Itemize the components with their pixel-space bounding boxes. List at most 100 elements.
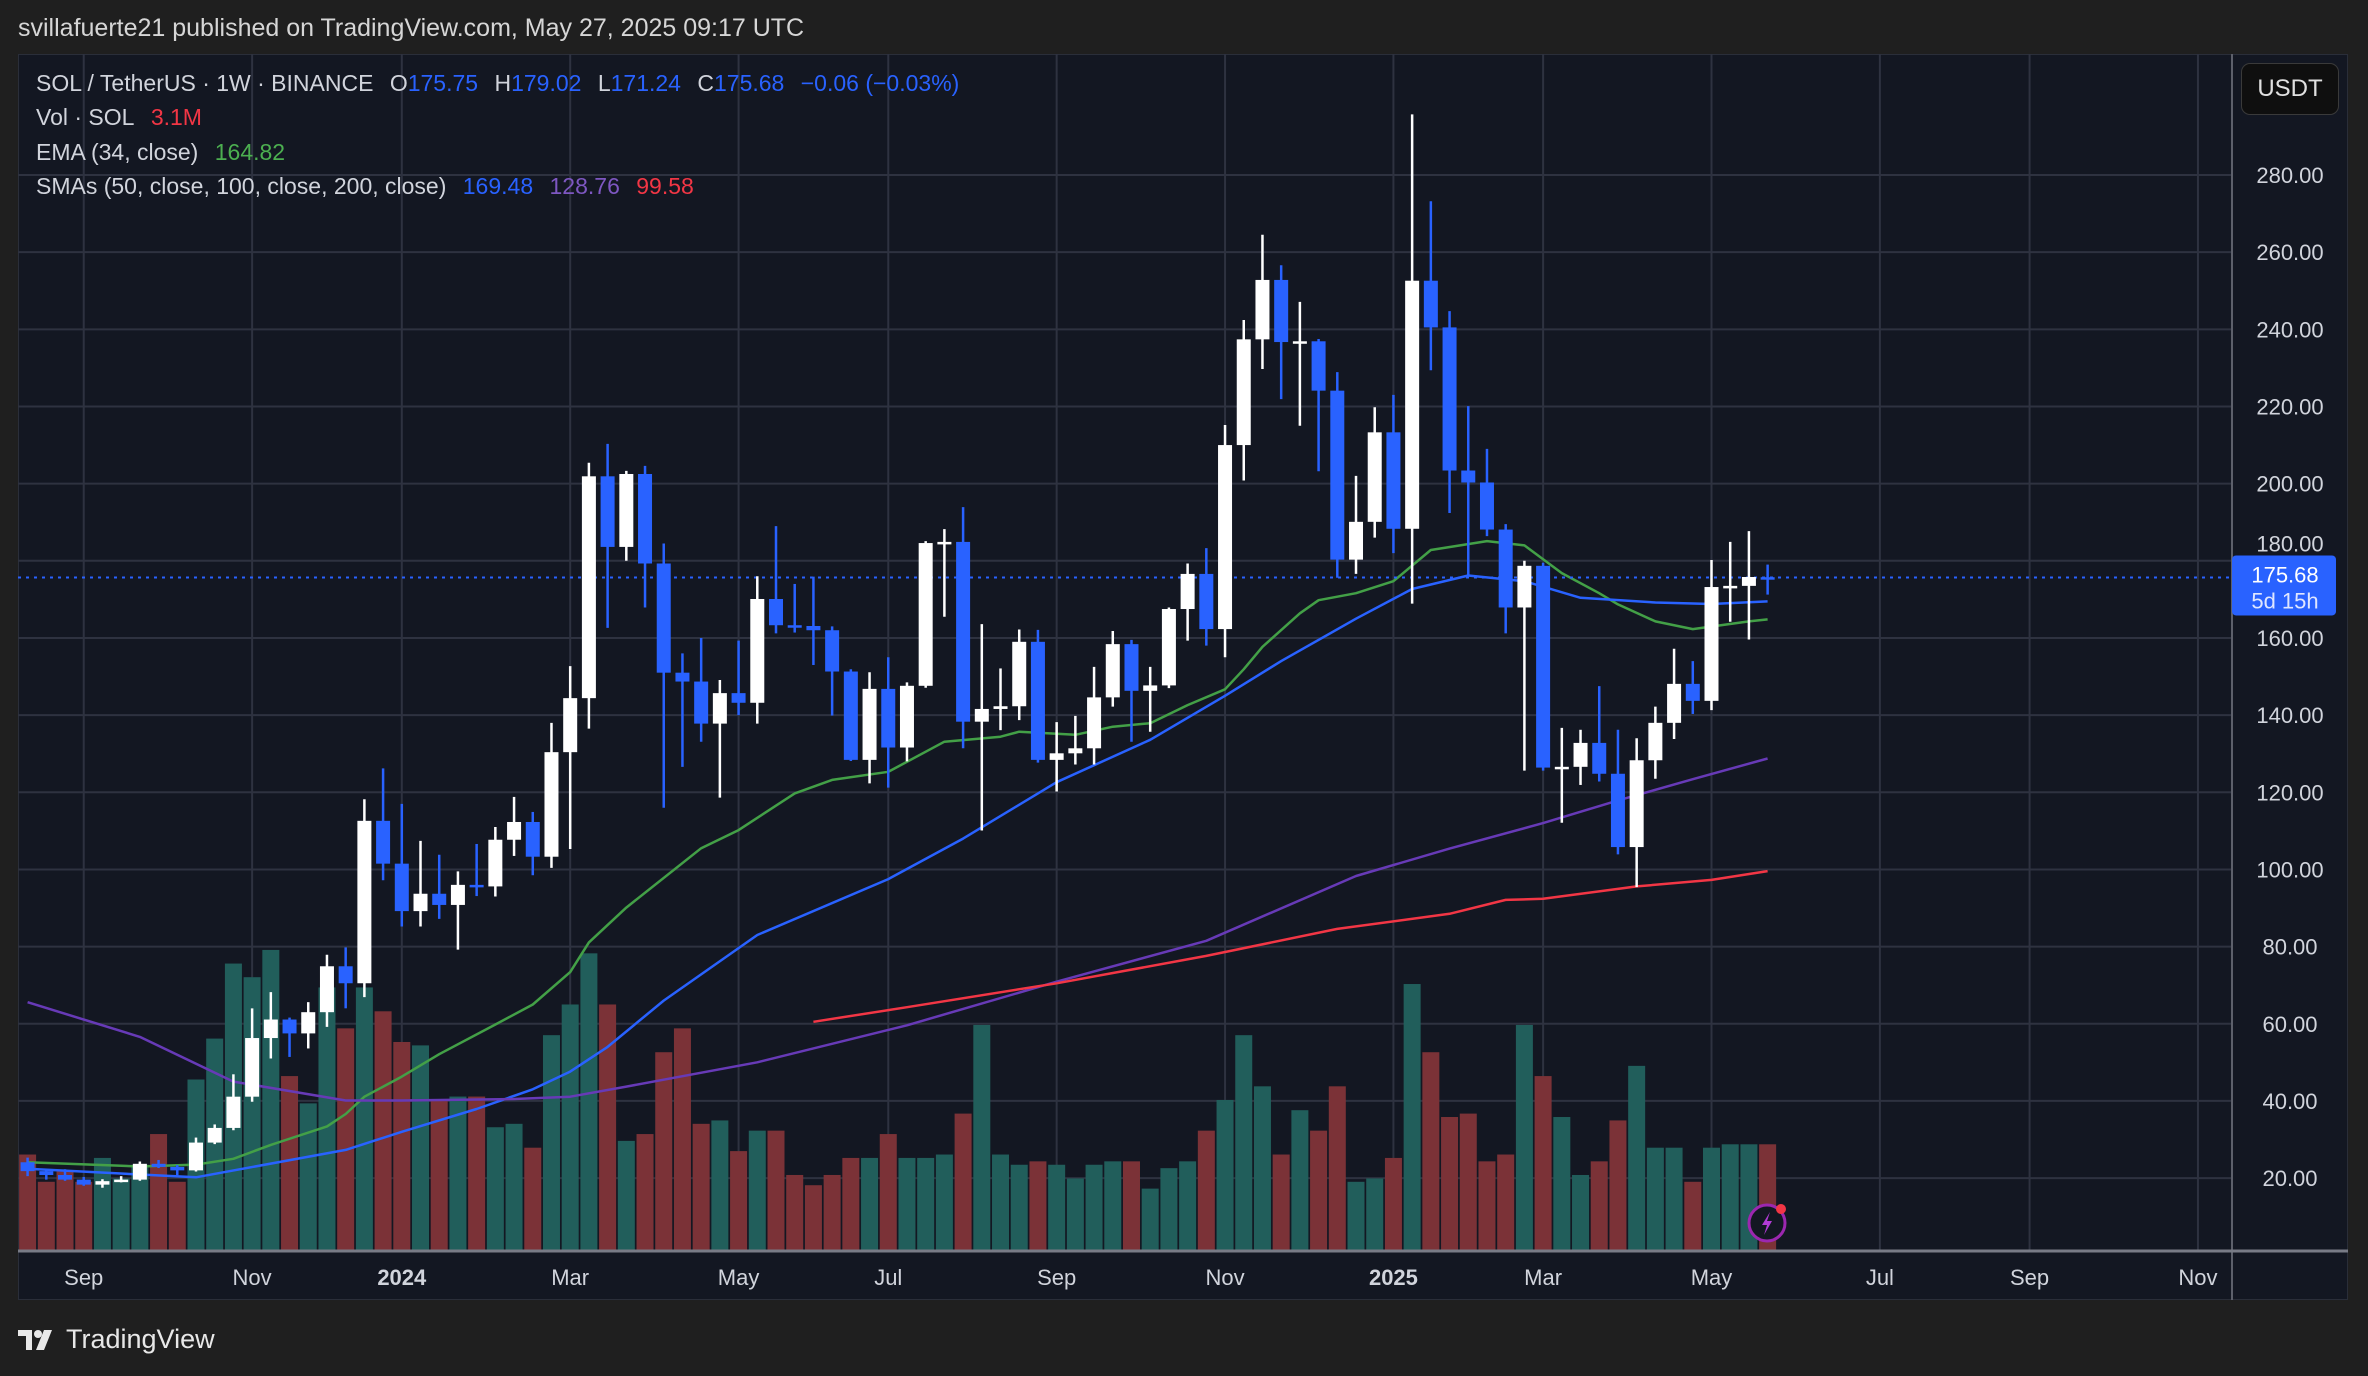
volume-bar xyxy=(1665,1147,1683,1250)
candle xyxy=(712,680,727,798)
volume-bar xyxy=(1179,1161,1197,1250)
candle-body xyxy=(432,893,447,905)
candle-body xyxy=(694,681,709,724)
volume-bar xyxy=(898,1157,916,1250)
price-tick-label: 280.00 xyxy=(2256,163,2323,188)
volume-bar xyxy=(1441,1117,1459,1250)
volume-bar xyxy=(655,1052,673,1250)
candle xyxy=(170,1164,185,1176)
tradingview-logo[interactable]: TradingView xyxy=(18,1324,215,1355)
volume-bar xyxy=(879,1134,897,1250)
volume-bar xyxy=(112,1178,130,1250)
candle-body xyxy=(58,1174,73,1180)
time-tick-label: Nov xyxy=(233,1265,272,1290)
candle xyxy=(731,640,746,716)
candle xyxy=(1592,686,1607,782)
volume-bar xyxy=(1085,1164,1103,1250)
candle xyxy=(1386,394,1401,554)
candle-body xyxy=(974,708,989,722)
candle-body xyxy=(1573,742,1588,767)
candle-body xyxy=(263,1019,278,1039)
legend-volume-row[interactable]: Vol · SOL 3.1M xyxy=(36,104,206,131)
volume-value: 3.1M xyxy=(150,104,202,130)
candle xyxy=(151,1159,166,1169)
candle-body xyxy=(114,1179,129,1183)
time-tick-label: 2025 xyxy=(1369,1265,1418,1290)
candle xyxy=(600,443,615,628)
candle-body xyxy=(20,1162,35,1172)
time-axis[interactable]: Sep Nov 2024 Mar May Jul Sep Nov 2025 Mar May Jul Se… xyxy=(64,1265,2217,1290)
volume-bar xyxy=(449,1096,467,1250)
currency-button[interactable]: USDT xyxy=(2241,63,2339,115)
candle xyxy=(1648,706,1663,779)
candle-body xyxy=(413,893,428,912)
symbol-label[interactable]: SOL / TetherUS · 1W · BINANCE xyxy=(36,70,374,96)
volume-bar xyxy=(93,1157,111,1250)
candle-body xyxy=(656,563,671,673)
candle xyxy=(1199,548,1214,646)
candle xyxy=(1498,524,1513,634)
candle xyxy=(1536,562,1551,771)
legend-symbol-row[interactable]: SOL / TetherUS · 1W · BINANCE O175.75 H1… xyxy=(36,70,963,97)
candle-body xyxy=(563,698,578,753)
candle-body xyxy=(507,821,522,840)
tradingview-logo-icon xyxy=(18,1329,52,1350)
price-tick-label: 40.00 xyxy=(2262,1089,2317,1114)
volume-bar xyxy=(1515,1024,1533,1250)
candle xyxy=(1685,661,1700,714)
price-axis[interactable]: 20.00 40.00 60.00 80.00 100.00 120.00 140.00 16… xyxy=(2256,163,2323,1191)
legend-ema-row[interactable]: EMA (34, close) 164.82 xyxy=(36,139,289,166)
candle-body xyxy=(1199,573,1214,630)
candle xyxy=(1629,738,1644,888)
volume-bar xyxy=(1253,1086,1271,1250)
high-value: 179.02 xyxy=(511,70,582,96)
volume-bar xyxy=(1459,1113,1477,1250)
volume-bar xyxy=(1029,1161,1047,1250)
candle xyxy=(1311,338,1326,472)
candles xyxy=(20,114,1775,1188)
candle-body xyxy=(226,1096,241,1128)
candle xyxy=(638,465,653,608)
candle-body xyxy=(357,820,372,984)
candle xyxy=(899,682,914,762)
candle-body xyxy=(881,688,896,748)
volume-bar xyxy=(1048,1164,1066,1250)
candle xyxy=(207,1124,222,1145)
candle-body xyxy=(600,476,615,547)
volume-bar xyxy=(1216,1099,1234,1250)
high-label: H xyxy=(494,70,512,96)
candle-body xyxy=(132,1163,147,1180)
candle xyxy=(1218,424,1233,658)
candle-body xyxy=(1049,753,1064,760)
candle-body xyxy=(1479,482,1494,530)
candle xyxy=(843,669,858,762)
change-value: −0.06 (−0.03%) xyxy=(800,70,960,96)
candle xyxy=(357,799,372,998)
close-label: C xyxy=(697,70,714,96)
legend-sma-row[interactable]: SMAs (50, close, 100, close, 200, close)… xyxy=(36,173,698,200)
volume-bar xyxy=(19,1154,37,1250)
publish-info: svillafuerte21 published on TradingView.… xyxy=(18,14,805,42)
candle-body xyxy=(1498,529,1513,608)
volume-bar xyxy=(505,1123,523,1250)
candle xyxy=(937,529,952,617)
sma100-value: 128.76 xyxy=(549,173,620,199)
volume-bar xyxy=(131,1164,149,1250)
candle-body xyxy=(376,820,391,864)
candle xyxy=(1143,666,1158,732)
lightning-icon[interactable] xyxy=(1747,1203,1787,1243)
time-tick-label: Sep xyxy=(1037,1265,1076,1290)
candle-body xyxy=(1685,683,1700,701)
volume-bar xyxy=(299,1103,317,1250)
volume-bar xyxy=(486,1127,504,1250)
candle-body xyxy=(862,688,877,760)
candle xyxy=(282,1017,297,1057)
candle-body xyxy=(1723,585,1738,589)
price-tick-label: 180.00 xyxy=(2256,531,2323,556)
candle-body xyxy=(151,1163,166,1167)
volume-bar xyxy=(823,1174,841,1250)
volume-bar xyxy=(1141,1188,1159,1250)
candle xyxy=(1479,448,1494,537)
price-tick-label: 220.00 xyxy=(2256,394,2323,419)
